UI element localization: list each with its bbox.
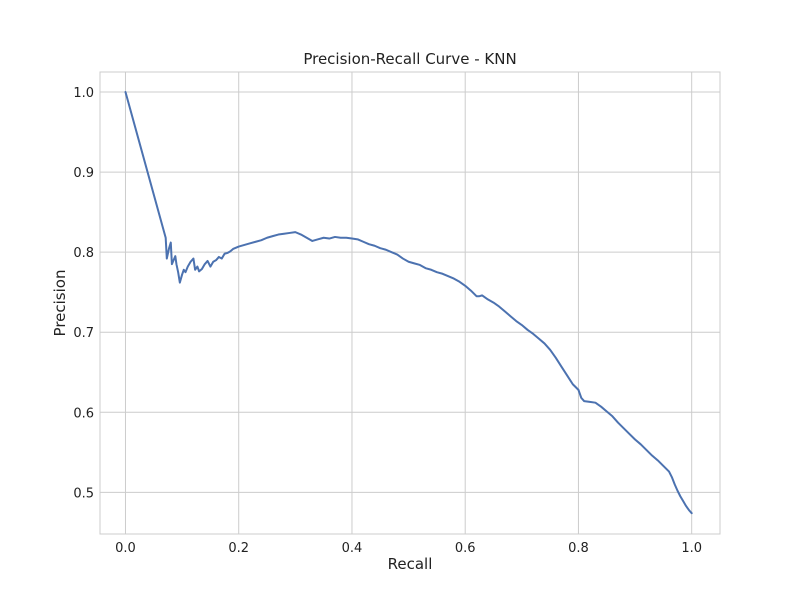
x-tick-labels: 0.0 0.2 0.4 0.6 0.8 1.0 (115, 541, 702, 556)
y-axis-label: Precision (51, 270, 69, 337)
y-tick-label: 0.8 (73, 246, 94, 261)
grid-lines (100, 72, 720, 534)
y-tick-label: 0.9 (73, 166, 94, 181)
plot-frame (99, 71, 721, 535)
x-tick-label: 0.8 (568, 541, 589, 556)
chart-title: Precision-Recall Curve - KNN (303, 50, 516, 68)
x-tick-label: 1.0 (681, 541, 702, 556)
precision-recall-line (124, 91, 693, 515)
x-tick-label: 0.0 (115, 541, 136, 556)
y-tick-label: 0.7 (73, 326, 94, 341)
x-tick-label: 0.2 (228, 541, 249, 556)
y-tick-label: 0.5 (73, 486, 94, 501)
x-tick-label: 0.6 (455, 541, 476, 556)
x-axis-label: Recall (388, 555, 433, 573)
y-tick-label: 1.0 (73, 86, 94, 101)
y-tick-label: 0.6 (73, 406, 94, 421)
y-tick-labels: 0.5 0.6 0.7 0.8 0.9 1.0 (73, 86, 94, 501)
x-tick-label: 0.4 (342, 541, 363, 556)
